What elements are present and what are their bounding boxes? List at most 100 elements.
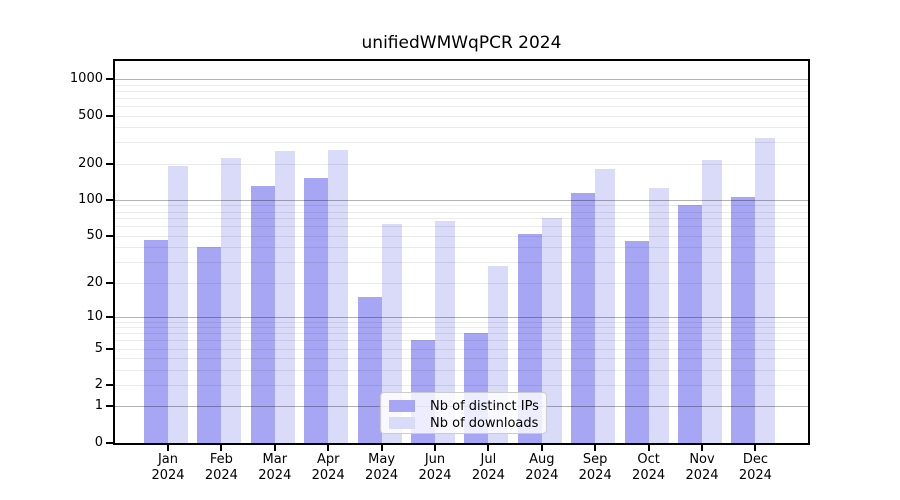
- minor-gridline: [113, 235, 810, 237]
- minor-gridline: [113, 218, 810, 220]
- minor-gridline: [113, 115, 810, 117]
- y-tick-mark: [106, 442, 113, 444]
- x-tick-label: Aug 2024: [525, 452, 559, 483]
- bar-distinct-ips: [678, 205, 702, 445]
- x-tick-label: Jan 2024: [151, 452, 185, 483]
- y-tick-mark: [106, 384, 113, 387]
- bar-distinct-ips: [250, 186, 275, 445]
- x-tick-label: Apr 2024: [311, 452, 345, 483]
- plot-area: [113, 59, 810, 445]
- legend-item-downloads: Nb of downloads: [387, 415, 540, 431]
- minor-gridline: [113, 142, 810, 144]
- x-tick-mark: [220, 445, 223, 451]
- minor-gridline: [113, 105, 810, 107]
- x-tick-mark: [754, 445, 757, 451]
- x-tick-mark: [594, 445, 597, 451]
- y-tick-mark: [106, 114, 113, 117]
- bar-downloads: [702, 159, 722, 445]
- bar-downloads: [435, 221, 455, 445]
- bar-distinct-ips: [144, 240, 168, 445]
- bar-downloads: [168, 166, 188, 445]
- x-tick-mark: [167, 445, 169, 451]
- minor-gridline: [113, 340, 810, 342]
- minor-gridline: [113, 385, 810, 387]
- minor-gridline: [113, 348, 810, 350]
- x-tick-label: Oct 2024: [632, 452, 666, 483]
- y-tick-label: 5: [94, 340, 103, 356]
- minor-gridline: [113, 262, 810, 264]
- x-tick-mark: [647, 445, 650, 451]
- y-tick-mark: [106, 198, 113, 201]
- minor-gridline: [113, 369, 810, 371]
- x-tick-mark: [540, 445, 543, 451]
- y-tick-label: 20: [86, 274, 103, 290]
- minor-gridline: [113, 211, 810, 213]
- x-tick-label: Feb 2024: [204, 452, 238, 483]
- y-tick-mark: [106, 78, 113, 81]
- minor-gridline: [113, 358, 810, 360]
- y-tick-mark: [106, 315, 113, 318]
- bar-distinct-ips: [731, 196, 756, 445]
- y-tick-mark: [106, 281, 113, 284]
- y-tick-mark: [106, 234, 113, 237]
- minor-gridline: [113, 205, 810, 207]
- chart-title: unifiedWMWqPCR 2024: [361, 33, 562, 53]
- bar-distinct-ips: [304, 177, 329, 445]
- x-tick-label: Nov 2024: [685, 452, 719, 483]
- bar-downloads: [381, 223, 402, 445]
- y-tick-label: 100: [78, 191, 103, 207]
- x-tick-mark: [380, 445, 383, 451]
- minor-gridline: [113, 127, 810, 129]
- y-tick-label: 2: [94, 377, 103, 393]
- y-tick-mark: [106, 405, 113, 408]
- legend: Nb of distinct IPs Nb of downloads: [380, 392, 547, 434]
- bar-downloads: [274, 150, 295, 445]
- y-tick-label: 50: [86, 227, 103, 243]
- x-tick-label: Mar 2024: [258, 452, 292, 483]
- y-tick-label: 1: [94, 398, 103, 414]
- y-tick-mark: [106, 347, 113, 350]
- major-gridline: [113, 79, 810, 81]
- bar-distinct-ips: [197, 247, 222, 445]
- minor-gridline: [113, 226, 810, 228]
- x-tick-label: Jun 2024: [418, 452, 452, 483]
- bar-distinct-ips: [571, 193, 596, 445]
- x-tick-label: May 2024: [365, 452, 399, 483]
- bar-downloads: [648, 188, 669, 445]
- major-gridline: [113, 199, 810, 201]
- minor-gridline: [113, 163, 810, 165]
- x-tick-label: Jul 2024: [471, 452, 505, 483]
- x-tick-mark: [434, 445, 436, 451]
- x-tick-mark: [701, 445, 703, 451]
- legend-swatch-downloads-icon: [389, 417, 415, 429]
- y-tick-label: 500: [78, 107, 103, 123]
- bar-downloads: [221, 158, 242, 445]
- x-tick-label: Sep 2024: [578, 452, 612, 483]
- legend-label-distinct-ips: Nb of distinct IPs: [430, 398, 539, 414]
- bar-distinct-ips: [624, 241, 649, 445]
- y-tick-label: 1000: [69, 71, 103, 87]
- y-tick-label: 10: [86, 308, 103, 324]
- minor-gridline: [113, 327, 810, 329]
- bar-downloads: [595, 168, 616, 445]
- x-tick-label: Dec 2024: [738, 452, 772, 483]
- minor-gridline: [113, 247, 810, 249]
- x-tick-mark: [487, 445, 490, 451]
- minor-gridline: [113, 333, 810, 335]
- legend-swatch-distinct-ips-icon: [389, 400, 415, 412]
- minor-gridline: [113, 97, 810, 99]
- legend-item-distinct-ips: Nb of distinct IPs: [387, 398, 540, 414]
- bar-downloads: [541, 218, 562, 445]
- bar-distinct-ips: [357, 296, 382, 445]
- minor-gridline: [113, 90, 810, 92]
- minor-gridline: [113, 282, 810, 284]
- y-tick-mark: [106, 162, 113, 165]
- x-tick-mark: [273, 445, 276, 451]
- y-tick-label: 0: [94, 435, 103, 450]
- x-tick-mark: [327, 445, 330, 451]
- bar-downloads: [328, 150, 349, 445]
- minor-gridline: [113, 84, 810, 86]
- major-gridline: [113, 316, 810, 318]
- bar-downloads: [755, 137, 776, 445]
